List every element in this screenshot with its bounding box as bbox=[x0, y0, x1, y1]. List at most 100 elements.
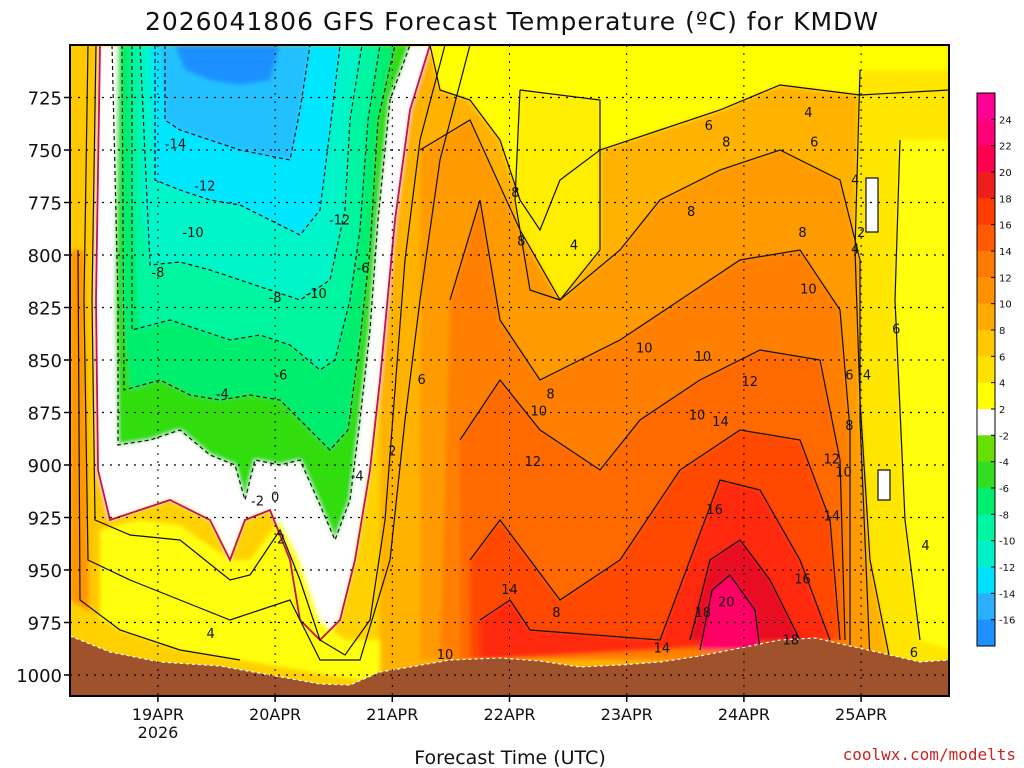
contour-label: 6 bbox=[417, 373, 425, 388]
contour-label: 8 bbox=[722, 136, 730, 151]
contour-label: 8 bbox=[845, 419, 853, 434]
contour-label: 8 bbox=[798, 226, 806, 241]
contour-label: -8 bbox=[269, 291, 282, 306]
colorbar-label: -12 bbox=[999, 563, 1015, 574]
y-tick-label: 875 bbox=[28, 404, 62, 425]
colorbar-swatch bbox=[977, 224, 995, 252]
contour-label: -10 bbox=[182, 226, 203, 241]
contour-label: -4 bbox=[351, 470, 364, 485]
fill-mid-yellow bbox=[515, 90, 600, 300]
colorbar-swatch bbox=[977, 540, 995, 568]
contour-solid bbox=[83, 45, 471, 661]
colorbar-label: 4 bbox=[999, 379, 1005, 390]
x-axis-title: Forecast Time (UTC) bbox=[414, 747, 605, 768]
contour-zero bbox=[95, 45, 431, 642]
credit-link[interactable]: coolwx.com/modelts bbox=[843, 745, 1016, 764]
contour-label: 4 bbox=[851, 243, 859, 258]
colorbar-swatch bbox=[977, 251, 995, 278]
colorbar-label: -16 bbox=[999, 616, 1015, 627]
contour-label: 14 bbox=[712, 415, 729, 430]
colorbar-swatch bbox=[977, 119, 995, 147]
contour-label: -12 bbox=[329, 213, 350, 228]
colorbar-label: 10 bbox=[999, 300, 1012, 311]
fill-pink-20 bbox=[700, 575, 760, 650]
contour-label: -10 bbox=[306, 287, 327, 302]
contour-label: 4 bbox=[570, 239, 578, 254]
terrain-edge bbox=[70, 635, 949, 686]
colorbar-label: -10 bbox=[999, 537, 1015, 548]
colorbar-swatch bbox=[977, 514, 995, 542]
contour-label: 16 bbox=[706, 503, 723, 518]
x-axis: 19APR 20APR 21APR 22APR 23APR 24APR 25APR bbox=[132, 696, 887, 724]
colorbar-swatch bbox=[977, 277, 995, 305]
colorbar-label: 22 bbox=[999, 142, 1012, 153]
y-tick-label: 800 bbox=[28, 246, 62, 267]
contour-label: 0 bbox=[271, 491, 279, 506]
contour-label: 4 bbox=[804, 106, 812, 121]
contour-labels: -14-12-10-8-8 -10-12-6-6-4-4-2 02246884810… bbox=[151, 106, 929, 663]
contour-label: 6 bbox=[705, 119, 713, 134]
fill-cold-16 bbox=[175, 45, 280, 85]
x-tick-label: 22APR bbox=[483, 705, 535, 724]
contour-solid bbox=[459, 349, 846, 641]
y-tick-label: 950 bbox=[28, 561, 62, 582]
contour-solid bbox=[514, 89, 601, 301]
contour-label: 6 bbox=[845, 369, 853, 384]
contour-label: 2 bbox=[277, 533, 285, 548]
contour-label: 4 bbox=[206, 627, 214, 642]
colorbar-label: 12 bbox=[999, 273, 1012, 284]
contour-label: -8 bbox=[151, 266, 164, 281]
contour-solid bbox=[77, 249, 241, 661]
colorbar-label: -14 bbox=[999, 589, 1015, 600]
contour-dashed bbox=[164, 45, 311, 161]
y-tick-label: 725 bbox=[28, 89, 62, 110]
contour-solid bbox=[479, 479, 831, 641]
contour-label: 12 bbox=[741, 375, 758, 390]
contour-label: 6 bbox=[910, 646, 918, 661]
contour-solid bbox=[699, 574, 761, 651]
contour-label: 14 bbox=[654, 642, 671, 657]
y-tick-label: 925 bbox=[28, 509, 62, 530]
contour-label: 10 bbox=[531, 404, 548, 419]
colorbar-label: 6 bbox=[999, 352, 1005, 363]
contour-solid bbox=[894, 139, 921, 641]
contour-label: 8 bbox=[517, 234, 525, 249]
y-tick-label: 900 bbox=[28, 456, 62, 477]
colorbar-swatch bbox=[977, 382, 995, 410]
y-tick-label: 750 bbox=[28, 141, 62, 162]
y-tick-label: 825 bbox=[28, 299, 62, 320]
y-axis: 725 750 775 800 825 850 875 900 925 950 975 1000 bbox=[16, 89, 70, 687]
y-tick-label: 850 bbox=[28, 351, 62, 372]
colorbar-swatch bbox=[977, 198, 995, 226]
contour-label: 16 bbox=[794, 572, 811, 587]
contour-label: 18 bbox=[695, 606, 712, 621]
contour-label: 10 bbox=[636, 341, 653, 356]
colorbar-swatch bbox=[977, 488, 995, 515]
y-tick-label: 1000 bbox=[16, 666, 62, 687]
contour-label: 10 bbox=[835, 465, 852, 480]
contour-solid bbox=[689, 539, 801, 641]
x-tick-label: 25APR bbox=[835, 705, 887, 724]
contour-label: 8 bbox=[546, 388, 554, 403]
colorbar-label: 14 bbox=[999, 247, 1012, 258]
contour-label: -4 bbox=[216, 388, 229, 403]
contour-label: 10 bbox=[695, 350, 712, 365]
contour-label: 6 bbox=[892, 323, 900, 338]
contour-label: 6 bbox=[810, 136, 818, 151]
contour-label: 2 bbox=[388, 444, 396, 459]
colorbar-swatch bbox=[977, 356, 995, 384]
contour-label: 4 bbox=[851, 173, 859, 188]
x-tick-label: 21APR bbox=[366, 705, 418, 724]
contour-solid bbox=[449, 199, 851, 660]
x-tick-label: 20APR bbox=[249, 705, 301, 724]
chart-title: 2026041806 GFS Forecast Temperature (ºC)… bbox=[145, 7, 879, 36]
contour-label: 18 bbox=[783, 633, 800, 648]
x-tick-label: 19APR bbox=[132, 705, 184, 724]
contour-label: 10 bbox=[800, 283, 817, 298]
plot-area: -14-12-10-8-8 -10-12-6-6-4-4-2 02246884810… bbox=[70, 45, 949, 696]
colorbar-label: 18 bbox=[999, 194, 1012, 205]
contour-label: 12 bbox=[824, 453, 841, 468]
colorbar-swatch bbox=[977, 435, 995, 463]
colorbar-swatch bbox=[977, 93, 995, 120]
